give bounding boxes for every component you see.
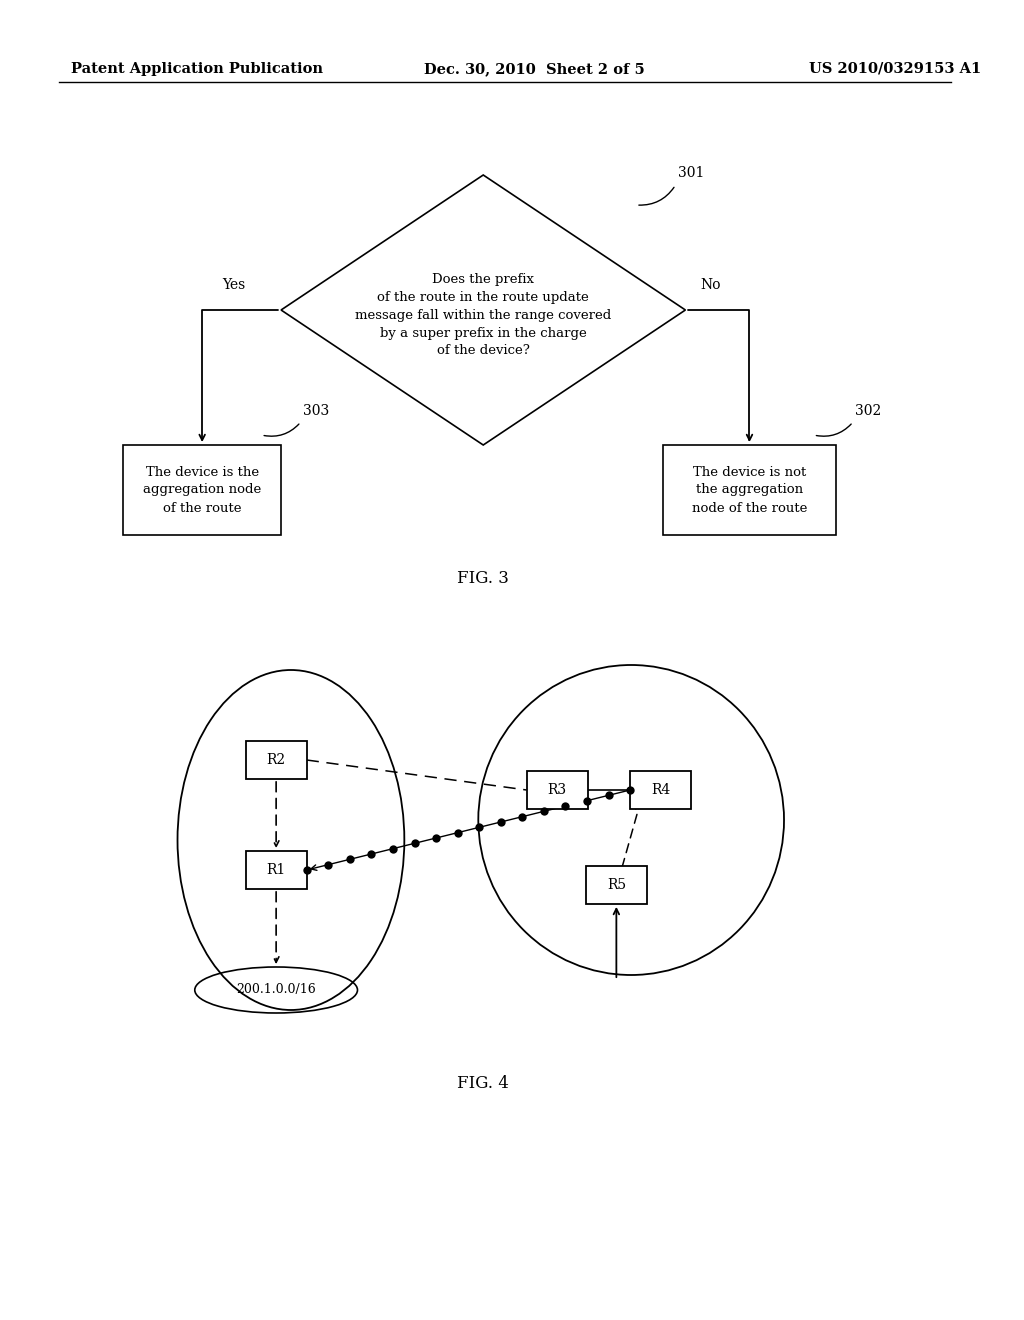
FancyBboxPatch shape	[246, 741, 307, 779]
Text: R4: R4	[651, 783, 671, 797]
Text: The device is not
the aggregation
node of the route: The device is not the aggregation node o…	[692, 466, 807, 515]
Text: No: No	[700, 279, 721, 292]
Text: R3: R3	[548, 783, 566, 797]
FancyBboxPatch shape	[586, 866, 647, 904]
Text: 302: 302	[855, 404, 882, 418]
Text: Yes: Yes	[222, 279, 245, 292]
Text: R1: R1	[266, 863, 286, 876]
Text: 303: 303	[303, 404, 329, 418]
FancyBboxPatch shape	[526, 771, 588, 809]
FancyBboxPatch shape	[630, 771, 691, 809]
Text: Does the prefix
of the route in the route update
message fall within the range c: Does the prefix of the route in the rout…	[355, 272, 611, 358]
Text: 200.1.0.0/16: 200.1.0.0/16	[237, 983, 316, 997]
Text: R5: R5	[607, 878, 626, 892]
Text: The device is the
aggregation node
of the route: The device is the aggregation node of th…	[143, 466, 261, 515]
Text: Dec. 30, 2010  Sheet 2 of 5: Dec. 30, 2010 Sheet 2 of 5	[424, 62, 645, 77]
Text: US 2010/0329153 A1: US 2010/0329153 A1	[809, 62, 981, 77]
FancyBboxPatch shape	[246, 851, 307, 888]
Text: 301: 301	[678, 166, 703, 180]
Text: Patent Application Publication: Patent Application Publication	[71, 62, 323, 77]
Text: FIG. 3: FIG. 3	[458, 570, 509, 587]
Text: FIG. 4: FIG. 4	[458, 1074, 509, 1092]
Text: R2: R2	[266, 752, 286, 767]
